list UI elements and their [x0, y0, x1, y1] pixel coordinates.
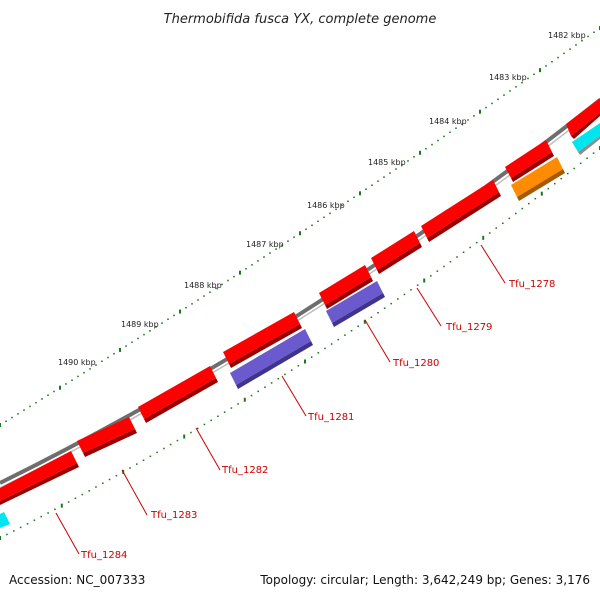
genes-forward [0, 98, 600, 505]
gene-arrow[interactable] [511, 157, 565, 201]
kbp-label: 1490 kbp [58, 358, 96, 367]
inner-scale-ticks [0, 146, 600, 540]
gene-arrow[interactable] [371, 231, 422, 274]
kbp-labels: 1482 kbp 1483 kbp 1484 kbp 1485 kbp 1486… [58, 31, 586, 367]
gene-arrow[interactable] [566, 98, 600, 139]
kbp-label: 1488 kbp [184, 281, 222, 290]
gene-arrow[interactable] [77, 417, 137, 457]
gene-arrow[interactable] [223, 312, 302, 368]
gene-arrow[interactable] [505, 140, 554, 182]
gene-arrow[interactable] [0, 451, 79, 505]
kbp-label: 1485 kbp [368, 158, 406, 167]
kbp-label: 1486 kbp [307, 201, 345, 210]
gene-arrow[interactable] [0, 512, 10, 528]
kbp-label: 1483 kbp [489, 73, 527, 82]
gene-arrow[interactable] [421, 180, 501, 242]
genome-backbone-shadow [0, 105, 600, 489]
gene-label-tfu-1278[interactable]: Tfu_1278 [508, 279, 555, 290]
kbp-label: 1484 kbp [429, 117, 467, 126]
outer-scale-ticks [0, 26, 600, 427]
map-title: Thermobifida fusca YX, complete genome [164, 12, 437, 27]
genes-reverse [0, 123, 600, 528]
gene-arrow[interactable] [138, 366, 218, 423]
gene-label-tfu-1283[interactable]: Tfu_1283 [150, 510, 197, 521]
gene-label-tfu-1284[interactable]: Tfu_1284 [80, 550, 127, 561]
gene-arrow[interactable] [326, 281, 385, 327]
gene-label-tfu-1281[interactable]: Tfu_1281 [307, 412, 354, 423]
gene-arrow[interactable] [319, 265, 373, 309]
kbp-label: 1482 kbp [548, 31, 586, 40]
accession-text: Accession: NC_007333 [9, 573, 146, 587]
gene-label-tfu-1282[interactable]: Tfu_1282 [221, 465, 268, 476]
kbp-label: 1489 kbp [121, 320, 159, 329]
gene-arrow[interactable] [572, 123, 600, 155]
gene-label-leaders [55, 244, 506, 555]
genome-info-text: Topology: circular; Length: 3,642,249 bp… [260, 573, 590, 587]
gene-labels: Tfu_1278 Tfu_1279 Tfu_1280 Tfu_1281 Tfu_… [80, 279, 555, 561]
gene-arrow[interactable] [230, 329, 313, 389]
gene-label-tfu-1280[interactable]: Tfu_1280 [392, 358, 439, 369]
genome-backbone [0, 98, 600, 485]
gene-label-tfu-1279[interactable]: Tfu_1279 [445, 322, 492, 333]
kbp-label: 1487 kbp [246, 240, 284, 249]
